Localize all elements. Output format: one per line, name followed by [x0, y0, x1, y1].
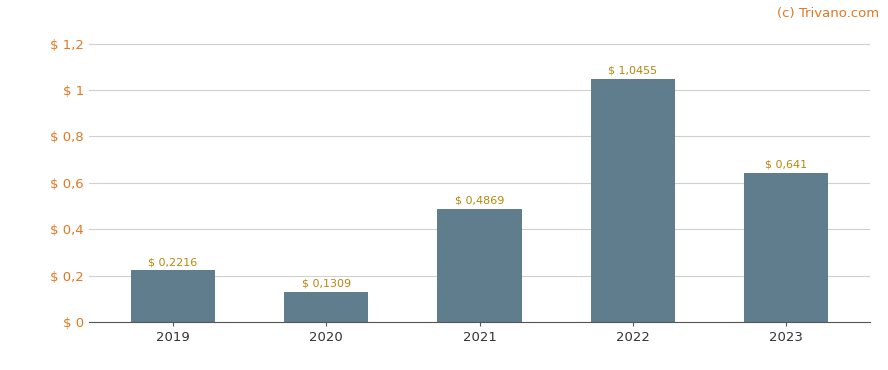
Text: $ 0,4869: $ 0,4869 [455, 195, 504, 205]
Text: $ 0,1309: $ 0,1309 [302, 278, 351, 288]
Text: $ 0,2216: $ 0,2216 [148, 257, 198, 267]
Text: $ 1,0455: $ 1,0455 [608, 66, 657, 76]
Bar [438, 209, 521, 322]
Bar [131, 270, 215, 322]
Bar [744, 173, 829, 322]
Text: (c) Trivano.com: (c) Trivano.com [777, 7, 879, 20]
Bar [591, 79, 675, 322]
Text: $ 0,641: $ 0,641 [765, 160, 807, 170]
Bar [284, 292, 369, 322]
